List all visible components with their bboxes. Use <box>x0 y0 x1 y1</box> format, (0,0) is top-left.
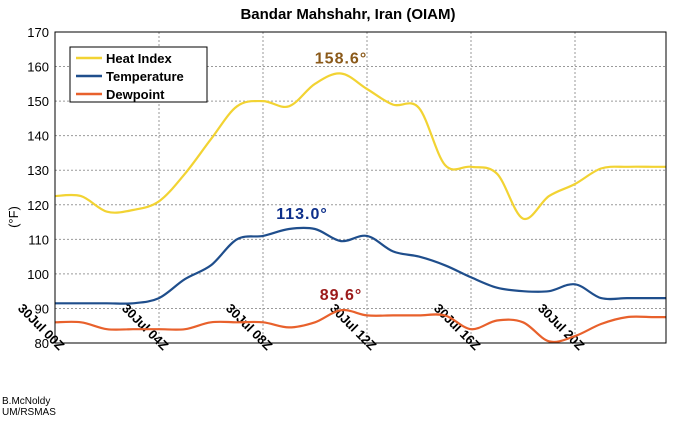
series-line-heat-index <box>54 72 666 221</box>
y-tick-label: 150 <box>27 94 49 109</box>
credit: B.McNoldy UM/RSMAS <box>2 396 56 418</box>
y-tick-label: 110 <box>28 232 49 247</box>
chart-title: Bandar Mahshahr, Iran (OIAM) <box>240 6 455 23</box>
y-axis-ticks: 80 90 100 110 120 130 140 150 160 170 <box>27 25 49 351</box>
y-tick-label: 160 <box>27 60 49 75</box>
plot-frame <box>54 31 667 344</box>
legend: Heat Index Temperature Dewpoint <box>69 46 208 103</box>
y-axis-label: (°F) <box>6 206 21 228</box>
peak-label: 113.0° <box>276 206 328 223</box>
series-line-dewpoint <box>54 308 666 343</box>
legend-label: Heat Index <box>106 51 173 66</box>
y-tick-label: 140 <box>27 129 49 144</box>
y-tick-label: 120 <box>27 198 49 213</box>
credit-org: UM/RSMAS <box>2 407 56 418</box>
series-line-temperature <box>54 226 666 305</box>
y-tick-label: 170 <box>27 25 49 40</box>
peak-label: 158.6° <box>315 50 367 67</box>
y-tick-label: 130 <box>27 163 49 178</box>
y-tick-label: 80 <box>35 336 49 351</box>
peak-labels: 158.6° 113.0° 89.6° <box>276 50 367 304</box>
y-tick-label: 90 <box>35 301 49 316</box>
peak-label: 89.6° <box>320 287 363 304</box>
credit-author: B.McNoldy <box>2 396 51 407</box>
y-tick-label: 100 <box>27 267 49 282</box>
series-lines <box>54 72 666 343</box>
legend-label: Dewpoint <box>106 87 165 102</box>
legend-label: Temperature <box>106 69 184 84</box>
